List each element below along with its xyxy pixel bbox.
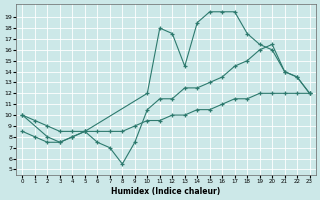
X-axis label: Humidex (Indice chaleur): Humidex (Indice chaleur) — [111, 187, 221, 196]
